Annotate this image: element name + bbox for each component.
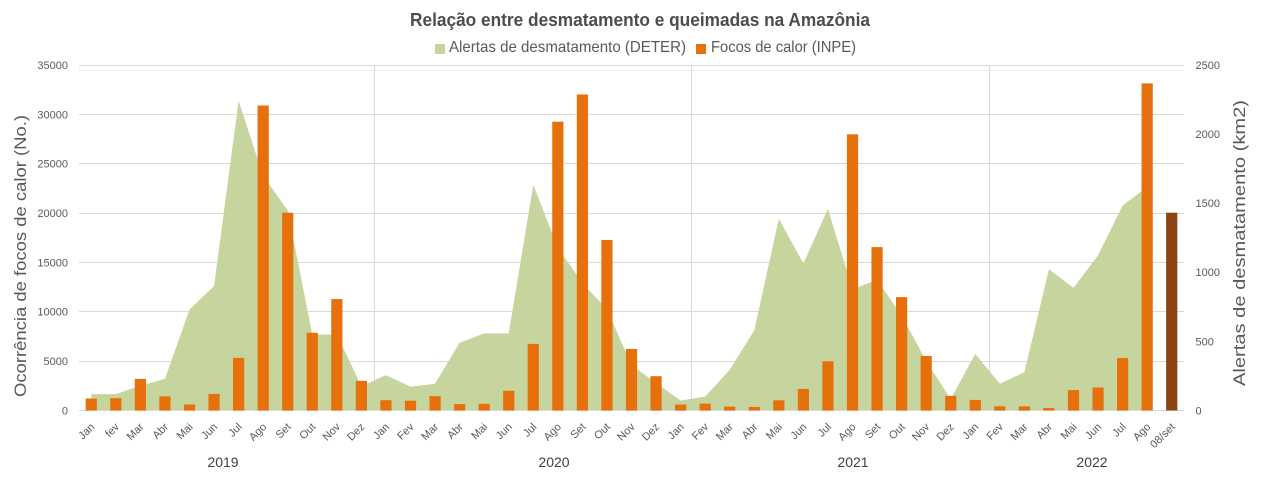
svg-text:Focos de calor (INPE): Focos de calor (INPE) xyxy=(711,39,856,56)
svg-text:2022: 2022 xyxy=(1076,454,1107,470)
svg-text:0: 0 xyxy=(1196,405,1202,417)
svg-text:Ocorrência de focos de calor (: Ocorrência de focos de calor (No.) xyxy=(11,115,30,397)
svg-text:25000: 25000 xyxy=(37,159,68,171)
svg-text:5000: 5000 xyxy=(44,356,68,368)
svg-text:Relação entre desmatamento e q: Relação entre desmatamento e queimadas n… xyxy=(410,10,871,30)
svg-text:15000: 15000 xyxy=(37,257,68,269)
svg-text:30000: 30000 xyxy=(37,109,68,121)
svg-text:20000: 20000 xyxy=(37,208,68,220)
svg-text:2020: 2020 xyxy=(538,454,569,470)
svg-text:10000: 10000 xyxy=(37,307,68,319)
svg-text:500: 500 xyxy=(1196,336,1214,348)
svg-text:2019: 2019 xyxy=(207,454,238,470)
svg-text:35000: 35000 xyxy=(37,60,68,72)
svg-text:2021: 2021 xyxy=(837,454,868,470)
svg-text:2000: 2000 xyxy=(1196,129,1220,141)
svg-text:Alertas de desmatamento (km2): Alertas de desmatamento (km2) xyxy=(1230,100,1249,386)
svg-text:2500: 2500 xyxy=(1196,60,1220,72)
svg-text:1500: 1500 xyxy=(1196,198,1220,210)
svg-text:0: 0 xyxy=(62,405,68,417)
svg-text:Alertas de desmatamento (DETER: Alertas de desmatamento (DETER) xyxy=(449,39,686,56)
svg-text:1000: 1000 xyxy=(1196,267,1220,279)
